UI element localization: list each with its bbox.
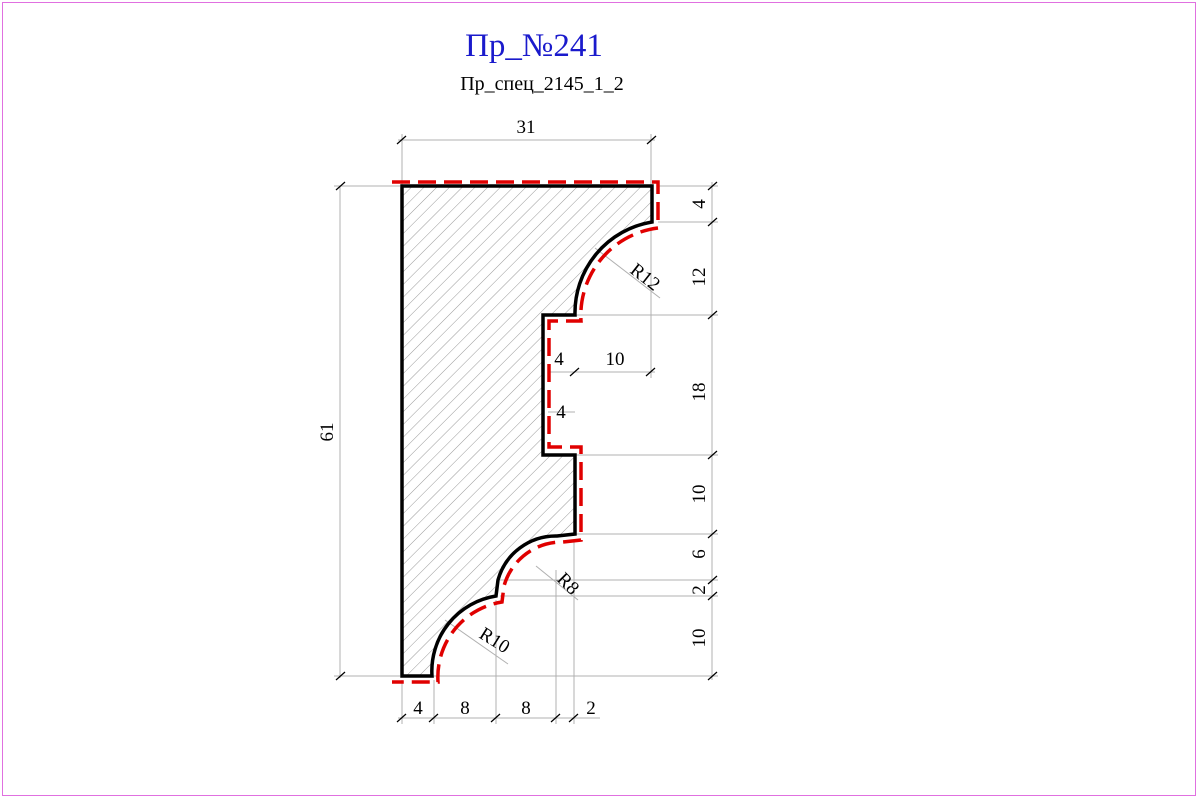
dimension-ticks xyxy=(335,135,718,723)
dim-inner-width: 10 xyxy=(606,349,625,370)
drawing-title: Пр_№241 xyxy=(465,28,603,64)
radius-label-r10: R10 xyxy=(475,623,513,658)
dim-inner-offset-mid: 4 xyxy=(556,402,566,423)
cut-line xyxy=(392,180,660,684)
dim-height-total: 61 xyxy=(317,423,338,442)
dim-bottom-3: 8 xyxy=(521,698,531,719)
dim-right-7: 10 xyxy=(689,629,710,648)
dim-width-total: 31 xyxy=(517,117,536,138)
drawing-subtitle: Пр_спец_2145_1_2 xyxy=(460,73,624,95)
dim-right-3: 18 xyxy=(689,383,710,402)
dim-right-5: 6 xyxy=(689,549,710,559)
dim-bottom-1: 4 xyxy=(413,698,423,719)
dim-right-1: 4 xyxy=(689,199,710,209)
dim-bottom-4: 2 xyxy=(586,698,596,719)
dim-right-4: 10 xyxy=(689,485,710,504)
profile-section xyxy=(400,184,654,678)
dim-inner-offset-top: 4 xyxy=(554,349,564,370)
radius-label-r8: R8 xyxy=(552,569,583,600)
dim-bottom-2: 8 xyxy=(460,698,470,719)
dim-right-2: 12 xyxy=(689,268,710,287)
radius-label-r12: R12 xyxy=(626,259,664,295)
dim-right-6: 2 xyxy=(689,585,710,595)
